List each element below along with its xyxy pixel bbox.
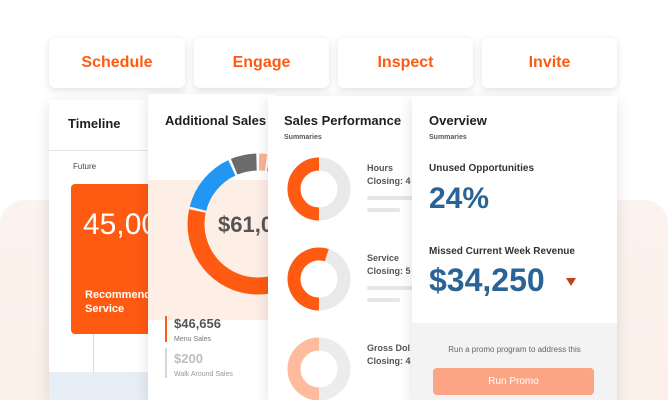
recommended-service-label-line1: Recommende: [85, 289, 158, 301]
walk-around-sales-bar: [165, 348, 167, 378]
gross-dollars-closing-label: Gross Dol Closing: 4: [367, 342, 411, 368]
menu-sales-value: $46,656: [174, 316, 221, 331]
additional-sales-title: Additional Sales: [165, 113, 267, 128]
missed-revenue-label: Missed Current Week Revenue: [429, 246, 575, 257]
service-closing-bar-secondary: [367, 298, 400, 302]
timeline-divider: [49, 150, 189, 151]
service-closing-label-line1: Service: [367, 253, 400, 263]
run-promo-button[interactable]: Run Promo: [433, 368, 594, 395]
inspect-button[interactable]: Inspect: [338, 38, 473, 88]
donut-segment-2: [230, 153, 258, 175]
missed-revenue-value: $34,250: [429, 262, 545, 298]
walk-around-sales-label: Walk Around Sales: [174, 371, 233, 378]
sales-performance-card[interactable]: Sales Performance Summaries Hours Closin…: [268, 96, 418, 400]
hours-closing-label-line2: Closing: 4: [367, 176, 411, 186]
overview-card[interactable]: Overview Summaries Unused Opportunities …: [412, 96, 617, 400]
additional-sales-card[interactable]: Additional Sales $61,0 $46,656 Menu Sale…: [148, 94, 278, 400]
menu-sales-label: Menu Sales: [174, 336, 211, 343]
timeline-title: Timeline: [68, 116, 121, 131]
service-closing-bar: [367, 286, 418, 290]
overview-title: Overview: [429, 113, 487, 128]
promo-text: Run a promo program to address this: [448, 345, 581, 354]
hours-closing-label: Hours Closing: 4: [367, 162, 411, 188]
timeline-future-label: Future: [73, 162, 97, 171]
donut-segment-1: [189, 160, 236, 212]
gross-dollars-closing-label-line2: Closing: 4: [367, 356, 411, 366]
hours-closing-bar: [367, 196, 418, 200]
menu-sales-bar: [165, 316, 167, 342]
down-triangle-icon: [566, 278, 576, 286]
walk-around-sales-value: $200: [174, 351, 203, 366]
additional-sales-donut: [187, 153, 278, 295]
donut-fill-2: [287, 337, 320, 400]
schedule-button[interactable]: Schedule: [49, 38, 185, 88]
unused-opportunities-label: Unused Opportunities: [429, 163, 534, 174]
engage-button[interactable]: Engage: [194, 38, 329, 88]
recommended-service-value: 45,00: [83, 208, 159, 241]
service-closing-donut: [287, 247, 351, 311]
hours-closing-donut: [287, 157, 351, 221]
overview-subtitle: Summaries: [429, 134, 467, 141]
donut-fill-0: [287, 157, 320, 221]
recommended-service-label-line2: Service: [85, 303, 125, 315]
service-closing-label: Service Closing: 5: [367, 252, 411, 278]
donut-fill-1: [287, 247, 329, 311]
service-closing-label-line2: Closing: 5: [367, 266, 411, 276]
hours-closing-label-line1: Hours: [367, 163, 394, 173]
hours-closing-bar-secondary: [367, 208, 400, 212]
donut-segment-3: [258, 153, 268, 171]
donut-segment-0: [187, 154, 278, 295]
recommended-service-label: Recommende Service: [85, 288, 157, 316]
additional-sales-highlight: [148, 180, 278, 320]
gross-dollars-closing-donut: [287, 337, 351, 400]
sales-performance-title: Sales Performance: [284, 113, 402, 128]
additional-sales-total: $61,0: [218, 212, 274, 237]
unused-opportunities-value: 24%: [429, 182, 490, 215]
sales-performance-subtitle: Summaries: [284, 134, 322, 141]
invite-button[interactable]: Invite: [482, 38, 617, 88]
gross-dollars-closing-label-line1: Gross Dol: [367, 343, 411, 353]
timeline-axis: [93, 334, 94, 374]
